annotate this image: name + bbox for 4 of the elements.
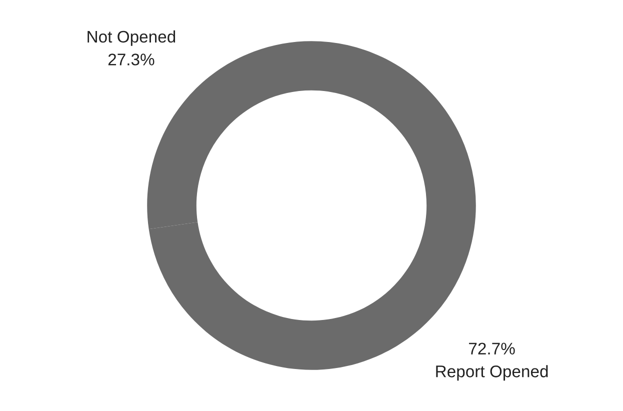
data-label: 27.3% [108,54,154,66]
slice-label: Not Opened [88,30,176,46]
slice-label: Report Opened [436,365,548,381]
data-label: 72.7% [469,342,515,354]
